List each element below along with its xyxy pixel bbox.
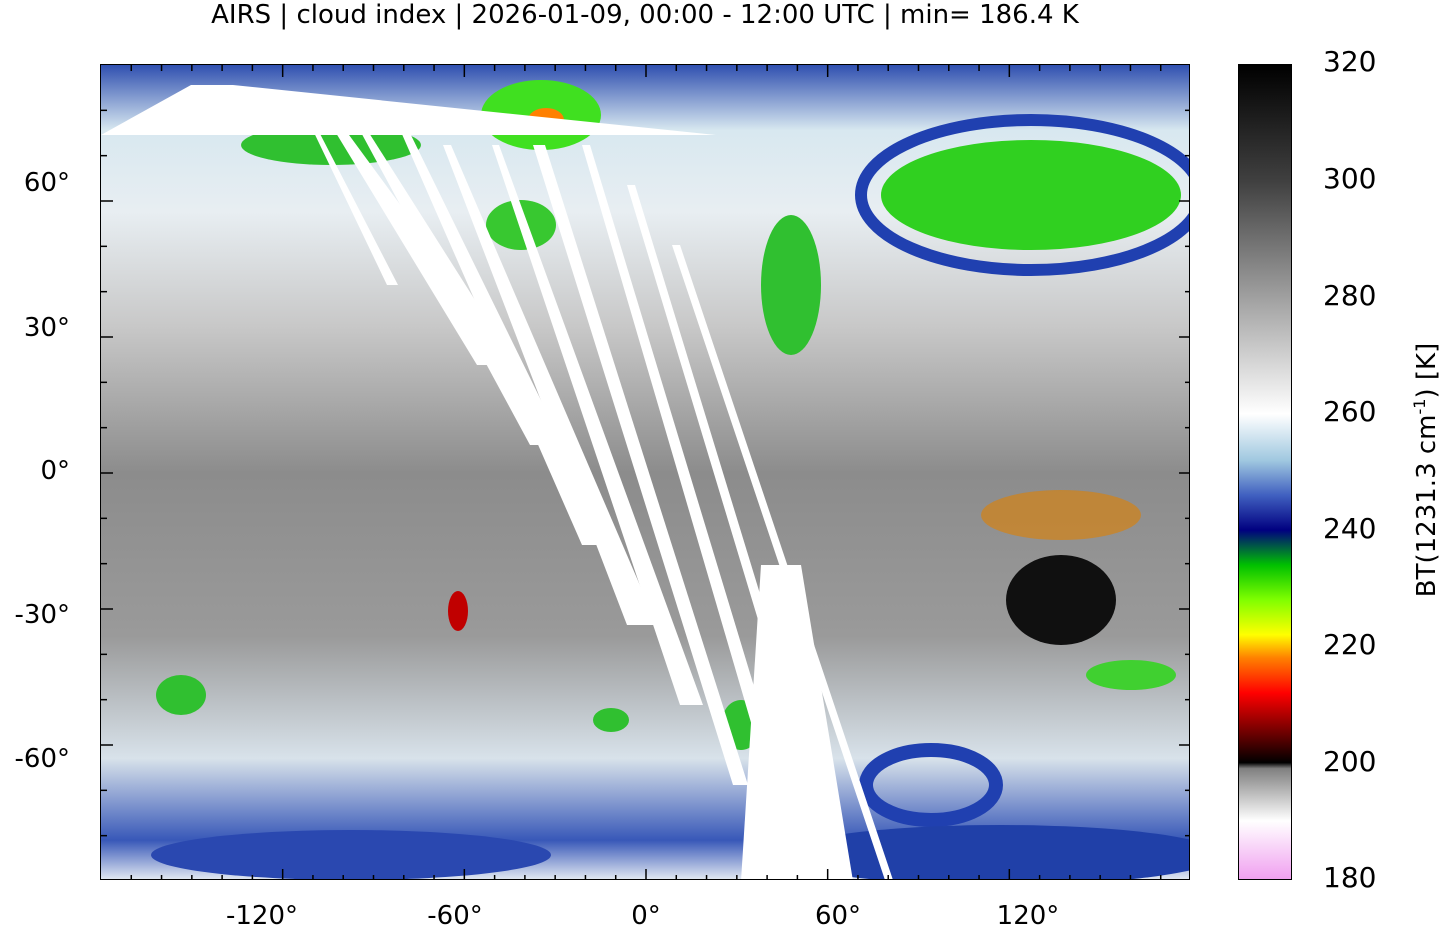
swath-gap <box>672 245 893 879</box>
map-panel <box>100 64 1190 880</box>
colorbar-tick-label: 260 <box>1323 395 1377 428</box>
brightness-temperature-map <box>101 65 1189 879</box>
swath-gap <box>533 145 748 785</box>
lon-tick-label: -120° <box>225 901 299 931</box>
colorbar-unit-label: BT(1231.3 cm-1) [K] <box>1410 343 1442 597</box>
colorbar-tick-label: 180 <box>1323 861 1377 894</box>
lon-tick-label: 60° <box>814 901 862 931</box>
lat-tick-label: 60° <box>23 168 70 198</box>
swath-gap <box>296 95 398 285</box>
southern-ocean-swirl <box>859 743 1003 827</box>
lat-tick-label: -60° <box>14 744 70 774</box>
orbit-swath-gaps <box>101 85 893 879</box>
lon-tick-label: 120° <box>996 901 1060 931</box>
map-tick-marks <box>101 65 1189 879</box>
swath-gap <box>741 565 853 879</box>
lat-tick-label: -30° <box>14 600 70 630</box>
colorbar-tick-label: 200 <box>1323 745 1377 778</box>
lon-tick-label: -60° <box>427 901 483 931</box>
maritime-continent-cells <box>981 490 1141 540</box>
swath-gap <box>582 145 796 825</box>
australia-warm-land <box>1006 555 1116 645</box>
unit-main: BT(1231.3 cm <box>1411 414 1442 598</box>
lon-tick-label: 0° <box>631 901 661 931</box>
colorbar-tick-label: 280 <box>1323 279 1377 312</box>
antarctic-band-west <box>151 830 551 879</box>
colorbar-tick-label: 300 <box>1323 162 1377 195</box>
colorbar <box>1238 64 1292 880</box>
swath-gap <box>443 145 657 625</box>
unit-tail: ) [K] <box>1411 342 1442 399</box>
siberia-edge <box>855 114 1189 276</box>
europe-storm <box>761 215 821 355</box>
figure-title: AIRS | cloud index | 2026-01-09, 00:00 -… <box>211 0 1079 30</box>
colorbar-tick-label: 320 <box>1323 45 1377 78</box>
south-america-cloud <box>156 675 206 715</box>
lat-tick-label: 30° <box>23 313 70 343</box>
siberia-cold-cloud <box>881 140 1181 250</box>
colorbar-tick-label: 220 <box>1323 628 1377 661</box>
swath-gap <box>101 85 716 135</box>
colorbar-tick-label: 240 <box>1323 512 1377 545</box>
lat-tick-label: 0° <box>40 456 70 486</box>
swath-gap <box>492 145 703 705</box>
unit-superscript: -1 <box>1410 398 1430 415</box>
new-zealand-cloud <box>1086 660 1176 690</box>
south-atlantic-green <box>593 708 629 732</box>
south-atlantic-cell <box>448 591 468 631</box>
